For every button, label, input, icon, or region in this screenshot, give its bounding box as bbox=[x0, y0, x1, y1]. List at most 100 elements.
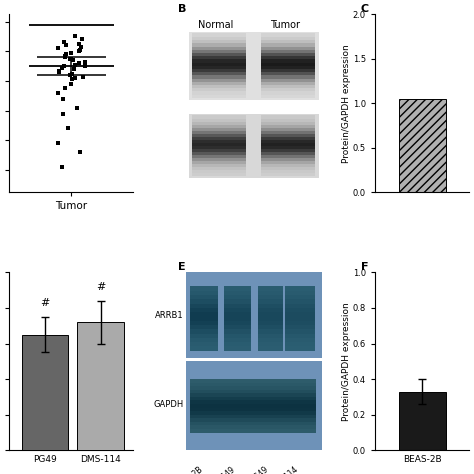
Bar bbox=[261, 130, 315, 134]
Bar bbox=[261, 164, 315, 167]
Point bbox=[54, 45, 62, 52]
Point bbox=[67, 71, 74, 79]
Bar bbox=[261, 94, 315, 98]
Point bbox=[79, 73, 86, 80]
Point bbox=[69, 56, 77, 64]
Bar bbox=[285, 342, 315, 346]
Bar bbox=[258, 325, 283, 329]
Point bbox=[60, 38, 68, 46]
Point bbox=[54, 139, 62, 147]
Bar bbox=[285, 290, 315, 295]
Bar bbox=[192, 56, 246, 59]
Bar bbox=[186, 272, 322, 358]
Bar bbox=[258, 329, 283, 334]
Text: PG49: PG49 bbox=[249, 465, 270, 474]
Bar bbox=[189, 32, 319, 100]
Bar bbox=[191, 337, 218, 342]
Point bbox=[64, 125, 72, 132]
Bar bbox=[261, 36, 315, 40]
Bar bbox=[191, 403, 317, 408]
Point bbox=[76, 46, 84, 54]
Bar bbox=[261, 115, 315, 118]
Bar bbox=[192, 36, 246, 40]
Bar bbox=[285, 286, 315, 291]
Bar bbox=[192, 88, 246, 91]
Text: B: B bbox=[178, 3, 187, 14]
Bar bbox=[258, 299, 283, 304]
Bar bbox=[191, 379, 317, 383]
Point bbox=[60, 63, 67, 70]
Bar bbox=[224, 329, 251, 334]
Bar bbox=[261, 34, 315, 98]
Bar bbox=[261, 72, 315, 75]
Bar bbox=[399, 392, 446, 450]
Bar bbox=[191, 400, 317, 404]
Bar bbox=[261, 40, 315, 44]
Bar bbox=[261, 34, 315, 37]
Bar bbox=[258, 303, 283, 308]
Text: Tumor: Tumor bbox=[270, 19, 301, 29]
Bar bbox=[191, 407, 317, 411]
Bar bbox=[261, 170, 315, 173]
Point bbox=[73, 104, 81, 111]
Bar bbox=[192, 91, 246, 95]
Bar bbox=[192, 155, 246, 158]
Bar bbox=[192, 59, 246, 63]
Point bbox=[81, 58, 89, 65]
Bar bbox=[191, 316, 218, 321]
Bar bbox=[192, 152, 246, 155]
Bar bbox=[261, 121, 315, 125]
Bar bbox=[192, 130, 246, 134]
Bar bbox=[192, 65, 246, 69]
Point bbox=[58, 163, 66, 171]
Bar bbox=[261, 59, 315, 63]
Bar bbox=[261, 69, 315, 72]
Bar bbox=[191, 320, 218, 325]
Point bbox=[55, 67, 63, 74]
Bar bbox=[191, 346, 218, 351]
Bar bbox=[192, 134, 246, 137]
Point bbox=[75, 59, 83, 67]
Text: C: C bbox=[361, 3, 369, 14]
Bar bbox=[191, 386, 317, 390]
Bar bbox=[191, 290, 218, 295]
Point bbox=[59, 110, 67, 118]
Point bbox=[78, 36, 86, 43]
Bar bbox=[192, 128, 246, 131]
Text: #: # bbox=[96, 282, 105, 292]
Bar bbox=[192, 49, 246, 53]
Bar bbox=[285, 294, 315, 300]
Text: F: F bbox=[361, 262, 368, 272]
Bar bbox=[285, 329, 315, 334]
Bar bbox=[261, 152, 315, 155]
Bar bbox=[191, 342, 218, 346]
Bar bbox=[192, 85, 246, 88]
Bar bbox=[191, 393, 317, 397]
Point bbox=[58, 64, 66, 72]
Point bbox=[76, 148, 84, 156]
Bar bbox=[258, 294, 283, 300]
Bar bbox=[191, 307, 218, 312]
Point bbox=[71, 65, 78, 73]
Bar bbox=[224, 311, 251, 317]
Bar bbox=[224, 299, 251, 304]
Point bbox=[68, 55, 75, 63]
Bar bbox=[285, 311, 315, 317]
Bar bbox=[261, 143, 315, 146]
Bar bbox=[192, 161, 246, 164]
Bar bbox=[261, 128, 315, 131]
Bar bbox=[192, 43, 246, 46]
Bar bbox=[191, 428, 317, 432]
Bar bbox=[192, 121, 246, 125]
Text: GAPDH: GAPDH bbox=[154, 400, 183, 409]
Text: A549: A549 bbox=[217, 465, 238, 474]
Bar bbox=[224, 286, 251, 291]
Bar bbox=[192, 139, 246, 143]
Bar bbox=[261, 146, 315, 149]
Bar bbox=[285, 333, 315, 338]
Point bbox=[61, 84, 68, 92]
Bar bbox=[192, 115, 246, 118]
Bar bbox=[261, 167, 315, 170]
Bar bbox=[191, 421, 317, 425]
Bar bbox=[261, 78, 315, 82]
